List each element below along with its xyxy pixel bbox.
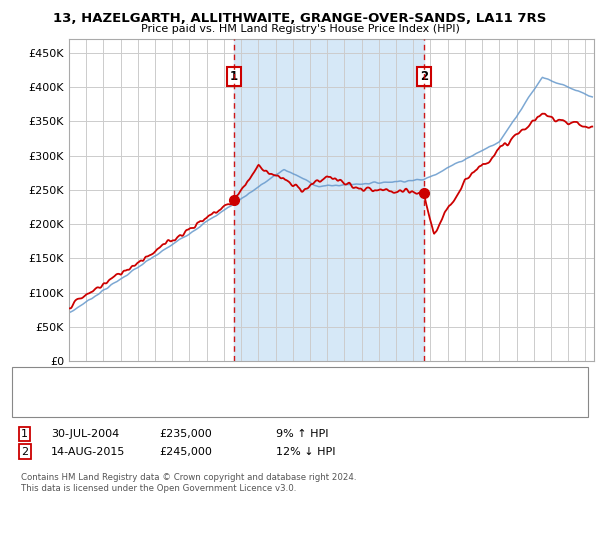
Text: Contains HM Land Registry data © Crown copyright and database right 2024.
This d: Contains HM Land Registry data © Crown c… (21, 473, 356, 493)
Text: 13, HAZELGARTH, ALLITHWAITE, GRANGE-OVER-SANDS, LA11 7RS (detached house): 13, HAZELGARTH, ALLITHWAITE, GRANGE-OVER… (51, 373, 464, 383)
Text: 1: 1 (230, 71, 238, 83)
Text: £245,000: £245,000 (159, 447, 212, 457)
Text: Price paid vs. HM Land Registry's House Price Index (HPI): Price paid vs. HM Land Registry's House … (140, 24, 460, 34)
Text: 30-JUL-2004: 30-JUL-2004 (51, 429, 119, 439)
Text: HPI: Average price, detached house, Westmorland and Furness: HPI: Average price, detached house, West… (51, 387, 359, 397)
Text: 2: 2 (21, 447, 28, 457)
Bar (234, 39, 424, 361)
Text: 12% ↓ HPI: 12% ↓ HPI (276, 447, 335, 457)
Text: 1: 1 (21, 429, 28, 439)
Text: 9% ↑ HPI: 9% ↑ HPI (276, 429, 329, 439)
Text: 13, HAZELGARTH, ALLITHWAITE, GRANGE-OVER-SANDS, LA11 7RS: 13, HAZELGARTH, ALLITHWAITE, GRANGE-OVER… (53, 12, 547, 25)
Text: £235,000: £235,000 (159, 429, 212, 439)
Text: 2: 2 (420, 71, 428, 83)
Text: 14-AUG-2015: 14-AUG-2015 (51, 447, 125, 457)
